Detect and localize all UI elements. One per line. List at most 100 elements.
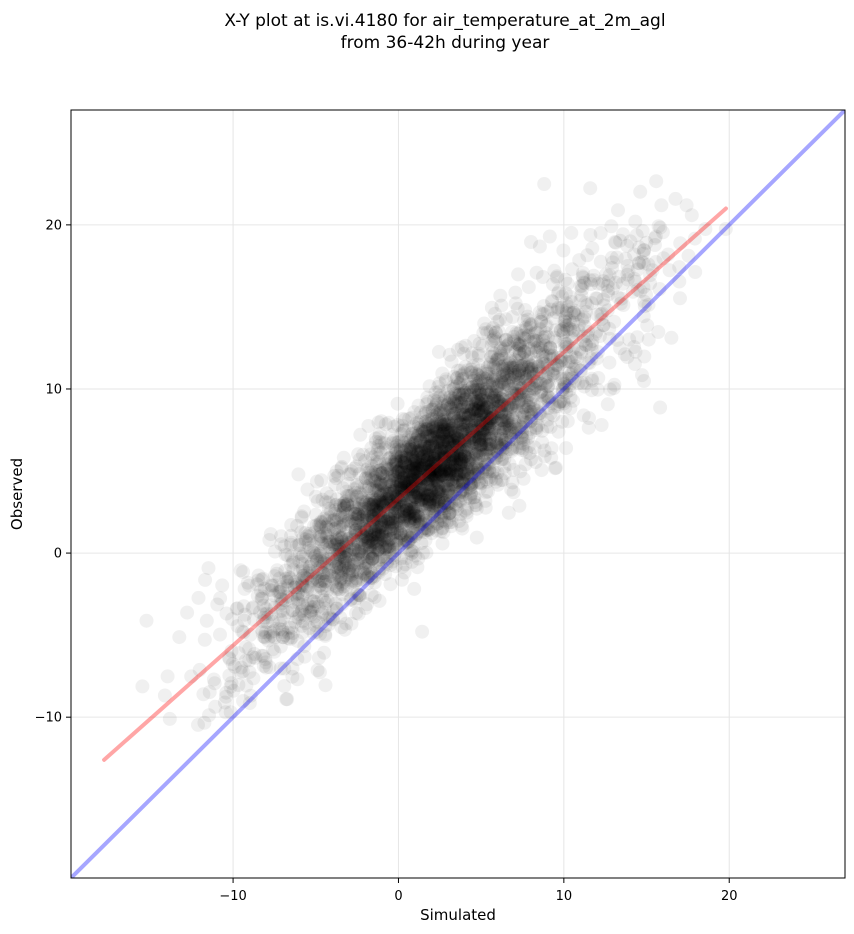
scatter-point <box>336 538 351 553</box>
scatter-point <box>486 393 501 408</box>
scatter-point <box>342 567 357 582</box>
scatter-point <box>477 428 492 443</box>
scatter-point <box>451 388 466 403</box>
scatter-point <box>404 528 418 543</box>
scatter-point <box>275 593 290 608</box>
scatter-point <box>456 388 470 403</box>
scatter-point <box>411 473 426 487</box>
scatter-point <box>385 476 400 491</box>
scatter-point <box>352 555 367 570</box>
scatter-point <box>411 510 426 525</box>
scatter-point <box>564 331 579 346</box>
scatter-point <box>561 299 576 314</box>
scatter-point <box>310 474 324 489</box>
scatter-point <box>494 432 509 446</box>
scatter-point <box>201 561 216 576</box>
scatter-point <box>515 428 529 442</box>
scatter-point <box>255 589 270 604</box>
scatter-point <box>479 437 494 452</box>
scatter-point <box>431 487 446 502</box>
scatter-point <box>453 474 468 489</box>
scatter-point <box>517 409 532 424</box>
scatter-point <box>330 581 345 596</box>
scatter-point <box>511 267 526 282</box>
scatter-point <box>289 577 304 592</box>
scatter-point <box>302 605 317 620</box>
scatter-point <box>476 404 491 419</box>
scatter-point <box>405 529 420 544</box>
scatter-point <box>360 571 374 585</box>
scatter-point <box>374 528 389 543</box>
scatter-point <box>581 420 596 435</box>
scatter-point <box>651 325 666 339</box>
scatter-point <box>172 630 187 645</box>
scatter-point <box>533 397 548 412</box>
scatter-point <box>383 523 398 538</box>
scatter-point <box>378 508 393 523</box>
scatter-point <box>474 382 489 397</box>
scatter-point <box>544 450 559 465</box>
scatter-point <box>479 474 494 489</box>
scatter-point <box>377 480 392 494</box>
scatter-point <box>591 276 605 291</box>
scatter-point <box>562 383 577 398</box>
scatter-point <box>278 563 293 578</box>
scatter-point <box>314 536 329 551</box>
scatter-point <box>463 491 478 506</box>
scatter-point <box>336 450 351 465</box>
scatter-point <box>428 385 443 400</box>
scatter-point <box>452 415 467 430</box>
scatter-point <box>414 536 429 551</box>
scatter-point <box>464 421 479 436</box>
scatter-point <box>551 358 566 373</box>
scatter-point <box>608 235 623 250</box>
scatter-point <box>561 339 576 354</box>
scatter-point <box>329 560 344 575</box>
scatter-point <box>397 440 412 455</box>
scatter-point <box>500 344 515 359</box>
scatter-point <box>600 397 615 412</box>
scatter-point <box>419 438 434 453</box>
scatter-point <box>431 484 446 499</box>
scatter-point <box>433 424 448 439</box>
scatter-point <box>480 376 495 391</box>
scatter-point <box>460 437 475 452</box>
scatter-point <box>453 457 468 472</box>
x-tick-label: 10 <box>556 889 573 904</box>
scatter-point <box>441 445 456 460</box>
scatter-point <box>359 495 374 510</box>
scatter-point <box>531 340 545 355</box>
y-tick-label: −10 <box>35 711 62 726</box>
scatter-point <box>507 380 522 395</box>
scatter-point <box>528 380 543 395</box>
scatter-point <box>482 437 497 452</box>
scatter-point <box>433 456 448 471</box>
scatter-point <box>431 447 445 462</box>
scatter-point <box>432 412 447 427</box>
scatter-point <box>478 457 493 472</box>
scatter-point <box>455 466 470 481</box>
scatter-point <box>601 274 616 289</box>
scatter-point <box>396 471 411 486</box>
scatter-point <box>365 532 380 547</box>
scatter-point <box>229 601 244 616</box>
scatter-point <box>591 371 606 385</box>
scatter-point <box>348 547 363 562</box>
scatter-point <box>404 481 419 496</box>
scatter-point <box>402 511 417 526</box>
scatter-point <box>484 370 499 385</box>
scatter-point <box>398 448 413 463</box>
scatter-point <box>331 565 346 580</box>
scatter-point <box>358 453 373 468</box>
scatter-point <box>433 466 448 481</box>
scatter-point <box>368 540 382 555</box>
scatter-point <box>438 478 453 493</box>
scatter-point <box>407 581 422 596</box>
scatter-point <box>353 427 368 442</box>
scatter-point <box>357 542 372 556</box>
scatter-point <box>485 333 500 348</box>
scatter-point <box>420 491 435 506</box>
y-axis-label: Observed <box>8 458 26 530</box>
y-tick-label: 0 <box>54 547 62 562</box>
scatter-point <box>428 489 443 504</box>
